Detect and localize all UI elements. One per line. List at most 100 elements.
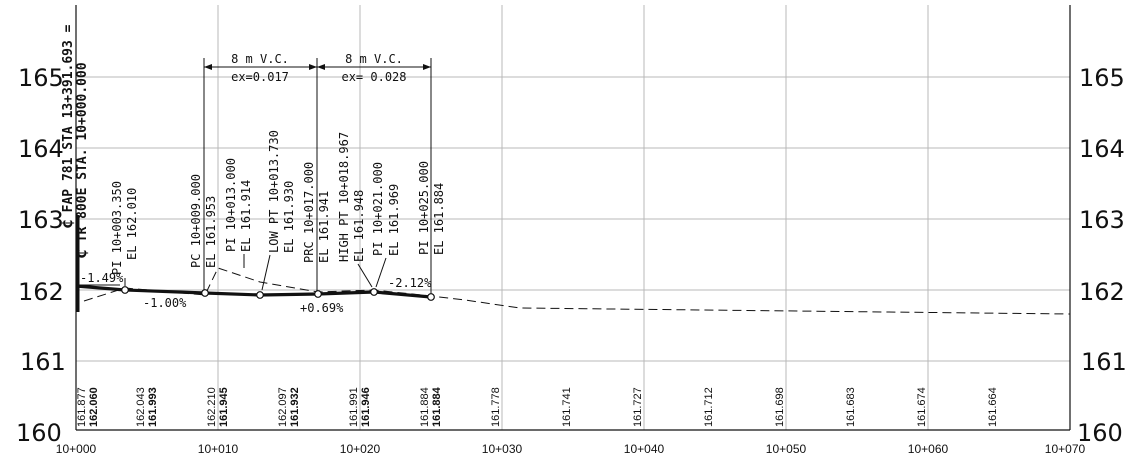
callout-pi1-line1: PI 10+003.350 [110, 181, 124, 275]
station-labels: 10+000 10+010 10+020 10+030 10+040 10+05… [56, 442, 1086, 456]
callout-prc: PRC 10+017.000 EL 161.941 [302, 162, 331, 263]
grade-labels: -1.49% -1.00% +0.69% -2.12% [77, 271, 432, 315]
grade-label-4: -2.12% [388, 276, 432, 290]
callout-pi2-line2: EL 161.914 [239, 180, 253, 252]
vc1-ex: ex=0.017 [231, 70, 289, 84]
origin-label-line1: ₵ FAP 781 STA 13+391.693 = [61, 24, 76, 228]
proposed-elevation-5: 161.884 [431, 386, 443, 427]
station-label-10010: 10+010 [198, 442, 239, 456]
ground-elevation-9: 161.712 [703, 387, 715, 427]
callout-pc-line2: EL 161.953 [204, 196, 218, 268]
vc1-arrow-left [204, 64, 212, 70]
callout-pi3-line1: PI 10+021.000 [371, 162, 385, 256]
callout-pi3-line2: EL 161.969 [387, 184, 401, 256]
vc2-arrow-right [423, 64, 431, 70]
ground-elevation-6: 161.778 [490, 387, 502, 427]
station-label-10050: 10+050 [766, 442, 807, 456]
point-prc [314, 290, 322, 298]
elev-label-164-left: 164 [18, 135, 64, 163]
proposed-elevation-1: 161.993 [147, 387, 159, 427]
ground-elevation-13: 161.664 [987, 387, 999, 427]
elevation-labels-right: 160 161 162 163 164 165 [1077, 64, 1127, 447]
proposed-elevation-3: 161.932 [289, 387, 301, 427]
callout-pi4: PI 10+025.000 EL 161.884 [417, 161, 446, 255]
callout-pc: PC 10+009.000 EL 161.953 [189, 174, 218, 268]
point-pc [201, 289, 209, 297]
ground-elevation-7: 161.741 [561, 387, 573, 427]
callout-pi3-leader [375, 257, 387, 288]
existing-ground-line [83, 267, 1071, 315]
vc1-length: 8 m V.C. [231, 52, 289, 66]
ground-elevation-12: 161.674 [916, 387, 928, 427]
elev-label-162-right: 162 [1079, 278, 1125, 306]
elev-label-161-right: 161 [1081, 348, 1127, 376]
ground-elevation-1: 162.043 [135, 387, 147, 427]
grade-label-2: -1.00% [143, 296, 187, 310]
callout-high: HIGH PT 10+018.967 EL 161.948 [337, 132, 373, 288]
callout-pi1: PI 10+003.350 EL 162.010 [110, 181, 139, 286]
ground-elevation-11: 161.683 [845, 387, 857, 427]
ground-elevation-5: 161.884 [419, 387, 431, 427]
station-label-10040: 10+040 [624, 442, 665, 456]
elev-label-160-right: 160 [1077, 419, 1123, 447]
vc2-length: 8 m V.C. [345, 52, 403, 66]
callout-pi3: PI 10+021.000 EL 161.969 [371, 162, 401, 288]
elevation-labels-left: 160 161 162 163 164 165 [16, 64, 66, 447]
origin-label: ₵ FAP 781 STA 13+391.693 = ₵ TR 800E STA… [61, 24, 90, 312]
callout-low-line2: EL 161.930 [282, 181, 296, 253]
callout-high-line2: EL 161.948 [352, 190, 366, 262]
proposed-elevation-0: 162.060 [88, 387, 100, 427]
proposed-elevation-2: 161.945 [218, 387, 230, 427]
point-pi4 [427, 293, 435, 301]
elev-label-165-right: 165 [1079, 64, 1125, 92]
callout-pi4-line1: PI 10+025.000 [417, 161, 431, 255]
elev-label-162-left: 162 [18, 278, 64, 306]
callout-low-line1: LOW PT 10+013.730 [267, 130, 281, 253]
grade-label-3: +0.69% [300, 301, 344, 315]
vertical-curve-1: 8 m V.C. ex=0.017 [203, 52, 318, 295]
bottom-elevations: 161.877 162.060 162.043 161.993 162.210 161.9… [76, 386, 999, 427]
station-label-10030: 10+030 [482, 442, 523, 456]
callout-low: LOW PT 10+013.730 EL 161.930 [261, 130, 296, 291]
vc1-arrow-right [309, 64, 317, 70]
vc2-ex: ex= 0.028 [341, 70, 406, 84]
point-pi3 [370, 288, 378, 296]
point-low [256, 291, 264, 299]
proposed-elevation-4: 161.946 [360, 387, 372, 427]
elev-label-164-right: 164 [1079, 135, 1125, 163]
ground-elevation-4: 161.991 [348, 387, 360, 427]
callout-prc-line1: PRC 10+017.000 [302, 162, 316, 263]
elev-label-163-left: 163 [18, 206, 64, 234]
vertical-curve-2: 8 m V.C. ex= 0.028 [317, 52, 432, 296]
callout-pc-line1: PC 10+009.000 [189, 174, 203, 268]
elev-label-161-left: 161 [20, 348, 66, 376]
vc2-arrow-left [317, 64, 325, 70]
station-label-10060: 10+060 [908, 442, 949, 456]
callout-low-leader [261, 254, 271, 291]
callout-pi2: PI 10+013.000 EL 161.914 [224, 158, 253, 268]
point-pi1 [121, 286, 129, 294]
ground-elevation-0: 161.877 [76, 387, 88, 427]
ground-elevation-2: 162.210 [206, 387, 218, 427]
elev-label-165-left: 165 [18, 64, 64, 92]
callout-prc-line2: EL 161.941 [317, 191, 331, 263]
ground-elevation-8: 161.727 [632, 387, 644, 427]
callout-pi4-line2: EL 161.884 [432, 183, 446, 255]
origin-label-line2: ₵ TR 800E STA. 10+000.000 [75, 62, 90, 258]
callout-pi2-line1: PI 10+013.000 [224, 158, 238, 252]
station-label-10020: 10+020 [340, 442, 381, 456]
elev-label-160-left: 160 [16, 419, 62, 447]
station-label-10070: 10+070 [1045, 442, 1086, 456]
grade-label-1: -1.49% [80, 271, 124, 285]
station-label-10000: 10+000 [56, 442, 97, 456]
ground-elevation-10: 161.698 [774, 387, 786, 427]
elev-label-163-right: 163 [1079, 206, 1125, 234]
callout-high-line1: HIGH PT 10+018.967 [337, 132, 351, 262]
callout-pi1-line2: EL 162.010 [125, 188, 139, 260]
ground-elevation-3: 162.097 [277, 387, 289, 427]
frame [75, 5, 1071, 431]
profile-points [121, 286, 435, 301]
callout-high-leader [357, 263, 373, 288]
